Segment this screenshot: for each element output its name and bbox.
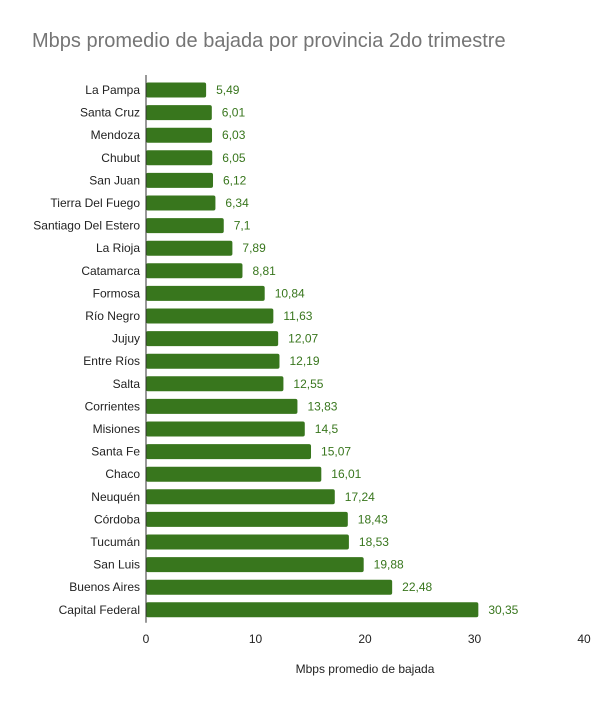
- x-tick-label: 0: [143, 632, 150, 646]
- data-label: 12,19: [289, 354, 319, 368]
- category-label: Chaco: [105, 467, 140, 481]
- bar: [146, 353, 280, 369]
- data-label: 5,49: [216, 83, 240, 97]
- category-label: Santiago Del Estero: [33, 219, 140, 233]
- bar: [146, 511, 348, 527]
- data-label: 30,35: [488, 603, 518, 617]
- category-label: Chubut: [101, 151, 140, 165]
- data-label: 22,48: [402, 580, 432, 594]
- data-label: 18,43: [358, 512, 388, 526]
- category-label: Formosa: [93, 286, 141, 300]
- data-label: 12,07: [288, 332, 318, 346]
- category-label: Catamarca: [81, 264, 140, 278]
- data-label: 14,5: [315, 422, 339, 436]
- category-label: Buenos Aires: [69, 580, 140, 594]
- bar: [146, 263, 243, 279]
- data-label: 8,81: [252, 264, 276, 278]
- data-label: 6,03: [222, 128, 246, 142]
- x-tick-label: 30: [468, 632, 482, 646]
- bar: [146, 285, 265, 301]
- category-label: Río Negro: [85, 309, 140, 323]
- data-label: 7,89: [242, 241, 266, 255]
- bar: [146, 172, 214, 188]
- x-tick-label: 10: [249, 632, 263, 646]
- category-label: Tucumán: [90, 535, 140, 549]
- bar: [146, 602, 479, 618]
- data-label: 11,63: [283, 309, 312, 323]
- category-label: San Juan: [89, 173, 140, 187]
- bar: [146, 240, 233, 256]
- bar: [146, 82, 207, 98]
- category-label: Córdoba: [94, 512, 140, 526]
- bar: [146, 534, 349, 550]
- bar: [146, 421, 305, 437]
- data-label: 12,55: [293, 377, 323, 391]
- category-label: Mendoza: [91, 128, 141, 142]
- data-label: 19,88: [374, 558, 404, 572]
- x-tick-label: 20: [358, 632, 372, 646]
- category-label: Neuquén: [91, 490, 140, 504]
- data-label: 13,83: [307, 399, 337, 413]
- bar: [146, 376, 284, 392]
- category-label: Entre Ríos: [83, 354, 140, 368]
- data-label: 7,1: [234, 219, 251, 233]
- bar: [146, 127, 213, 143]
- data-label: 15,07: [321, 445, 351, 459]
- bar: [146, 398, 298, 414]
- category-label: San Luis: [93, 558, 140, 572]
- x-axis-title: Mbps promedio de bajada: [296, 662, 435, 676]
- category-label: La Rioja: [96, 241, 140, 255]
- bar: [146, 308, 274, 324]
- category-label: Corrientes: [85, 399, 140, 413]
- category-label: Santa Fe: [91, 445, 140, 459]
- bar: [146, 105, 212, 121]
- bar: [146, 218, 224, 234]
- bar: [146, 466, 322, 482]
- bar: [146, 579, 393, 595]
- bar: [146, 489, 335, 505]
- data-label: 6,12: [223, 173, 247, 187]
- category-label: La Pampa: [85, 83, 140, 97]
- data-label: 10,84: [275, 286, 305, 300]
- data-label: 6,01: [222, 106, 246, 120]
- data-label: 17,24: [345, 490, 375, 504]
- data-label: 6,05: [222, 151, 246, 165]
- bar: [146, 444, 312, 460]
- bar: [146, 195, 216, 211]
- chart-title: Mbps promedio de bajada por provincia 2d…: [32, 30, 506, 52]
- category-label: Misiones: [93, 422, 140, 436]
- bar: [146, 331, 279, 347]
- data-label: 6,34: [225, 196, 249, 210]
- bar: [146, 557, 364, 573]
- category-label: Santa Cruz: [80, 106, 140, 120]
- x-tick-label: 40: [577, 632, 591, 646]
- data-label: 18,53: [359, 535, 389, 549]
- category-label: Tierra Del Fuego: [50, 196, 140, 210]
- category-label: Salta: [113, 377, 141, 391]
- category-label: Capital Federal: [59, 603, 140, 617]
- data-label: 16,01: [331, 467, 361, 481]
- category-label: Jujuy: [112, 332, 140, 346]
- bar: [146, 150, 213, 166]
